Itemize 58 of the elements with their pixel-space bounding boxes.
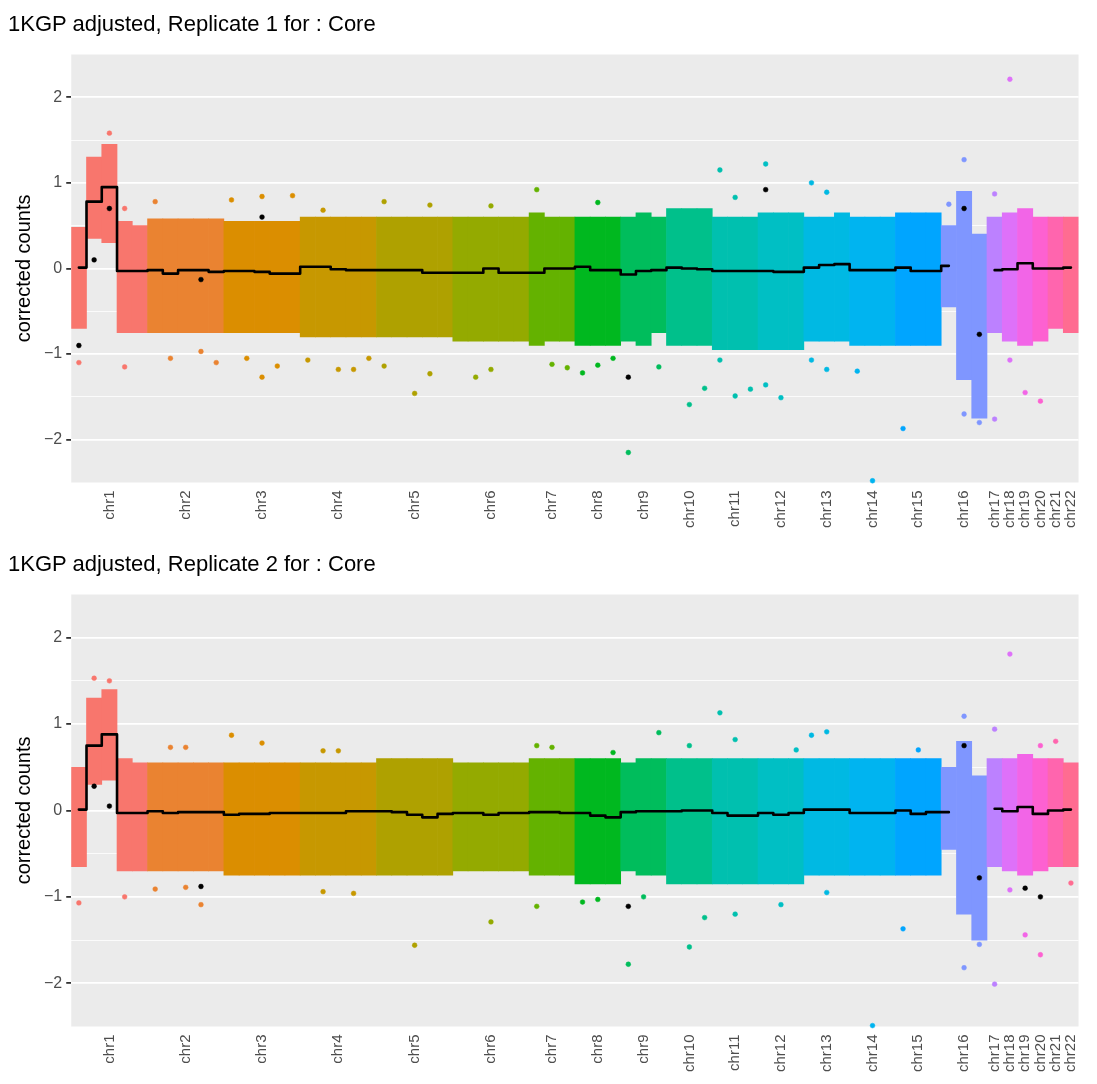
x-tick-label: chr10 — [679, 1034, 697, 1073]
x-tick-label: chr12 — [771, 1034, 789, 1073]
x-tick-label: chr13 — [816, 490, 834, 529]
chart-title: 1KGP adjusted, Replicate 2 for : Core — [8, 551, 376, 577]
x-tick-label: chr8 — [587, 1034, 605, 1064]
y-tick-label: −1 — [43, 344, 63, 362]
x-tick-label: chr4 — [328, 1034, 346, 1064]
x-tick-label: chr19 — [1015, 490, 1033, 529]
x-tick-label: chr18 — [1000, 490, 1018, 529]
x-tick-label: chr19 — [1015, 1034, 1033, 1073]
y-axis-title: corrected counts — [11, 194, 34, 343]
y-tick-label: 2 — [53, 87, 63, 105]
x-tick-label: chr18 — [1000, 1034, 1018, 1073]
x-tick-label: chr17 — [984, 1034, 1002, 1073]
x-tick-label: chr12 — [771, 490, 789, 529]
x-tick-label: chr22 — [1061, 490, 1079, 529]
x-tick-label: chr7 — [542, 490, 560, 520]
x-tick-label: chr11 — [725, 490, 743, 527]
x-tick-label: chr15 — [908, 1034, 926, 1073]
x-tick-label: chr9 — [633, 490, 651, 520]
x-tick-label: chr16 — [954, 1034, 972, 1073]
x-tick-label: chr16 — [954, 490, 972, 529]
x-tick-label: chr1 — [99, 1034, 117, 1064]
y-tick-label: −2 — [43, 430, 63, 448]
x-tick-label: chr22 — [1061, 1034, 1079, 1073]
x-tick-label: chr11 — [725, 1034, 743, 1071]
x-tick-label: chr4 — [328, 490, 346, 520]
y-tick-label: 2 — [53, 628, 63, 646]
x-tick-label: chr6 — [481, 1034, 499, 1064]
x-tick-label: chr14 — [862, 1034, 880, 1073]
x-tick-label: chr21 — [1045, 1034, 1063, 1073]
y-tick-label: 1 — [53, 714, 63, 732]
x-tick-label: chr2 — [175, 1034, 193, 1064]
y-tick-label: −2 — [43, 973, 63, 991]
x-tick-label: chr2 — [175, 490, 193, 520]
chart-title: 1KGP adjusted, Replicate 1 for : Core — [8, 11, 376, 37]
x-tick-label: chr9 — [633, 1034, 651, 1064]
x-tick-label: chr3 — [252, 490, 270, 520]
x-tick-label: chr3 — [252, 1034, 270, 1064]
x-tick-label: chr13 — [816, 1034, 834, 1073]
x-tick-label: chr5 — [404, 1034, 422, 1064]
x-tick-label: chr5 — [404, 490, 422, 520]
x-tick-label: chr6 — [481, 490, 499, 520]
x-tick-label: chr20 — [1030, 490, 1048, 529]
x-tick-label: chr17 — [984, 490, 1002, 529]
x-tick-label: chr10 — [679, 490, 697, 529]
y-tick-label: 0 — [53, 800, 63, 818]
x-tick-label: chr8 — [587, 490, 605, 520]
y-tick-label: 1 — [53, 173, 63, 191]
x-tick-label: chr1 — [99, 490, 117, 520]
x-tick-label: chr20 — [1030, 1034, 1048, 1073]
x-tick-label: chr21 — [1045, 490, 1063, 529]
y-tick-label: −1 — [43, 887, 63, 905]
y-tick-label: 0 — [53, 258, 63, 276]
x-tick-label: chr14 — [862, 490, 880, 529]
x-tick-label: chr15 — [908, 490, 926, 529]
x-tick-label: chr7 — [542, 1034, 560, 1064]
y-axis-title: corrected counts — [11, 736, 34, 885]
